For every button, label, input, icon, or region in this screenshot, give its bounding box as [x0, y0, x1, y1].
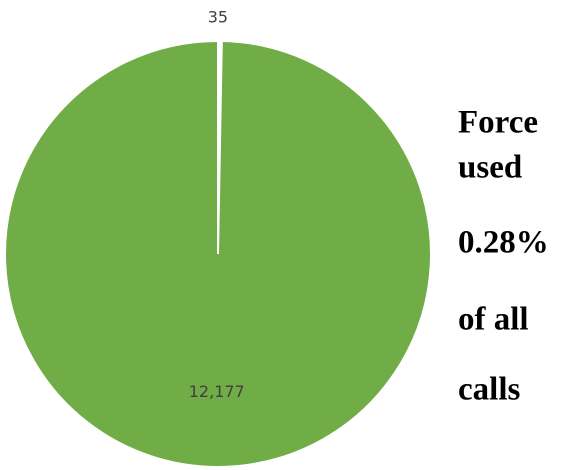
data-label: 12,177: [189, 382, 245, 401]
annotation: calls: [458, 372, 520, 408]
annotation: of all: [458, 302, 529, 338]
data-label: 35: [208, 8, 228, 27]
annotation: used: [458, 150, 522, 186]
annotation: Force: [458, 105, 538, 141]
pie-slice: [4, 39, 432, 468]
annotation: 0.28%: [458, 225, 549, 261]
